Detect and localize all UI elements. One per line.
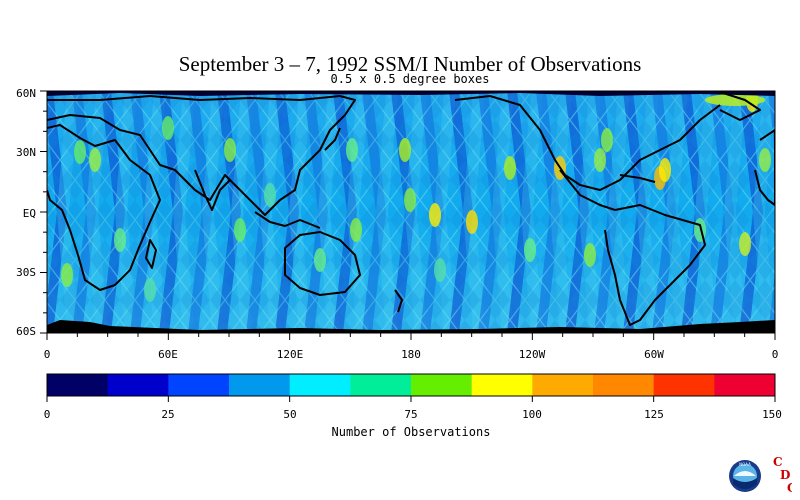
coast-south-america	[604, 204, 706, 326]
colorbar	[46, 373, 776, 402]
high-observation-spot	[114, 228, 126, 252]
high-observation-spot	[429, 203, 441, 227]
map-subtitle: 0.5 x 0.5 degree boxes	[330, 72, 490, 86]
high-observation-spot	[594, 148, 606, 172]
colorbar-swatch	[229, 374, 291, 396]
colorbar-tick-100: 100	[522, 408, 542, 421]
lon-label-60w: 60W	[644, 348, 664, 361]
colorbar-swatch	[471, 374, 533, 396]
coast-caribbean	[619, 174, 656, 183]
colorbar-tick-25: 25	[161, 408, 175, 421]
high-observation-spot	[399, 138, 411, 162]
logo-letter-c2: C	[787, 481, 792, 495]
colorbar-tick-150: 150	[762, 408, 782, 421]
colorbar-swatch	[350, 374, 412, 396]
logo-emblem-text: NOAA	[739, 462, 751, 467]
lat-label-30s: 30S	[16, 266, 36, 279]
colorbar-swatch	[532, 374, 594, 396]
high-observation-spot	[524, 238, 536, 262]
coast-indonesia	[254, 211, 321, 229]
coast-madagascar	[145, 239, 157, 269]
high-observation-spot	[264, 183, 276, 207]
high-observation-spot	[314, 248, 326, 272]
colorbar-tick-0: 0	[43, 408, 51, 421]
high-observation-spot	[659, 158, 671, 182]
colorbar-swatch	[593, 374, 655, 396]
lon-label-120w: 120W	[518, 348, 546, 361]
high-observation-spot	[234, 218, 246, 242]
coast-japan	[324, 127, 341, 151]
high-observation-spot	[739, 232, 751, 256]
coast-greenland	[719, 91, 761, 121]
colorbar-title: Number of Observations	[331, 425, 491, 439]
high-observation-spot	[466, 210, 478, 234]
lon-label-120e: 120E	[276, 348, 304, 361]
lon-label-60e: 60E	[158, 348, 178, 361]
colorbar-tick-125: 125	[644, 408, 664, 421]
lon-label-180: 180	[401, 348, 421, 361]
colorbar-tick-50: 50	[283, 408, 297, 421]
high-observation-spot	[61, 263, 73, 287]
noaa-emblem-icon: NOAA C D C	[729, 456, 792, 495]
coast-north-america	[454, 95, 721, 191]
coast-new-zealand	[394, 289, 403, 313]
lat-label-eq: EQ	[22, 207, 36, 220]
logo-letter-d: D	[780, 468, 790, 482]
lon-label-0: 0	[43, 348, 51, 361]
high-observation-spot	[74, 140, 86, 164]
high-observation-spot	[434, 258, 446, 282]
high-observation-spot	[759, 148, 771, 172]
logo-letter-c1: C	[773, 456, 783, 469]
high-observation-spot	[144, 278, 156, 302]
lat-label-30n: 30N	[16, 146, 36, 159]
colorbar-swatch	[653, 374, 715, 396]
high-observation-spot	[89, 148, 101, 172]
high-observation-spot	[584, 243, 596, 267]
colorbar-swatch	[107, 374, 169, 396]
lat-label-60s: 60S	[16, 325, 36, 338]
coast-central-america	[559, 169, 616, 211]
coast-europe-asia	[47, 95, 356, 216]
lat-label-60n: 60N	[16, 87, 36, 100]
coast-west-africa	[754, 129, 775, 206]
colorbar-swatch	[411, 374, 473, 396]
colorbar-swatch	[168, 374, 230, 396]
colorbar-swatch	[47, 374, 109, 396]
coast-africa	[47, 124, 161, 291]
colorbar-swatch	[714, 374, 776, 396]
colorbar-swatch	[289, 374, 351, 396]
high-observation-spot	[224, 138, 236, 162]
swath-gap	[782, 91, 800, 333]
map-title: September 3 – 7, 1992 SSM/I Number of Ob…	[178, 52, 642, 76]
high-observation-spot	[601, 128, 613, 152]
colorbar-tick-75: 75	[404, 408, 418, 421]
high-observation-spot	[346, 138, 358, 162]
high-observation-spot	[504, 156, 516, 180]
high-observation-spot	[162, 116, 174, 140]
map-panel	[47, 91, 800, 333]
coast-australia	[284, 231, 361, 296]
lon-label-0-end: 0	[771, 348, 779, 361]
high-observation-spot	[404, 188, 416, 212]
high-observation-spot	[350, 218, 362, 242]
coast-india	[194, 169, 231, 211]
